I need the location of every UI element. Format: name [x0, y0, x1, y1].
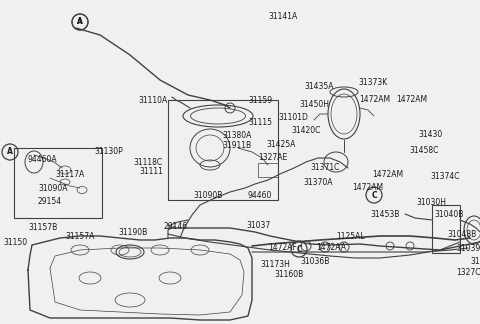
Text: 31173H: 31173H: [260, 260, 290, 269]
Text: 31141A: 31141A: [268, 12, 297, 21]
Text: 31090A: 31090A: [38, 184, 68, 193]
Text: 31420C: 31420C: [291, 126, 320, 135]
Text: 31090B: 31090B: [193, 191, 222, 200]
Text: 31130P: 31130P: [94, 147, 123, 156]
Text: 31048B: 31048B: [447, 230, 476, 239]
Text: 31030H: 31030H: [416, 198, 446, 207]
Text: 31040B: 31040B: [434, 210, 463, 219]
Text: 31160B: 31160B: [274, 270, 303, 279]
Text: 31458C: 31458C: [409, 146, 438, 155]
Text: 1472AM: 1472AM: [396, 95, 427, 104]
Text: 1472AM: 1472AM: [359, 95, 390, 104]
Text: 1327CB: 1327CB: [456, 268, 480, 277]
Text: 31036B: 31036B: [300, 257, 329, 266]
Text: A: A: [77, 17, 83, 27]
Text: 31157A: 31157A: [65, 232, 95, 241]
Text: 1472AM: 1472AM: [372, 170, 403, 179]
Text: 31425A: 31425A: [266, 140, 295, 149]
Text: A: A: [77, 19, 83, 25]
Text: 94460A: 94460A: [28, 155, 58, 164]
Text: 31037: 31037: [246, 221, 270, 230]
Text: 31117A: 31117A: [55, 170, 84, 179]
Bar: [258, 163, 278, 177]
Text: A: A: [7, 147, 13, 156]
Text: 31430: 31430: [418, 130, 442, 139]
Text: 31450H: 31450H: [299, 100, 329, 109]
Text: 31101D: 31101D: [278, 113, 308, 122]
Text: 94460: 94460: [248, 191, 272, 200]
Text: 31190B: 31190B: [118, 228, 147, 237]
Text: 31110A: 31110A: [139, 96, 168, 105]
Bar: [432, 205, 460, 253]
Text: 31115: 31115: [248, 118, 272, 127]
Text: 31370A: 31370A: [303, 178, 333, 187]
Text: 31380A: 31380A: [222, 131, 252, 140]
Text: 31911B: 31911B: [222, 141, 251, 150]
Text: 31157B: 31157B: [28, 223, 57, 232]
Text: 1472AM: 1472AM: [352, 183, 383, 192]
Text: 31453B: 31453B: [470, 257, 480, 266]
Text: 31371C: 31371C: [310, 163, 339, 172]
Text: 31118C: 31118C: [134, 158, 163, 167]
Text: 31435A: 31435A: [304, 82, 334, 91]
Text: 31159: 31159: [248, 96, 272, 105]
Text: 31373K: 31373K: [358, 78, 387, 87]
Text: 1472AA: 1472AA: [316, 243, 346, 252]
Text: 31453B: 31453B: [370, 210, 399, 219]
Text: 29154: 29154: [38, 197, 62, 206]
Text: 1125AL: 1125AL: [336, 232, 365, 241]
Text: C: C: [371, 191, 377, 200]
Text: 29146: 29146: [163, 222, 187, 231]
Text: 31111: 31111: [139, 167, 163, 176]
Bar: [168, 100, 278, 200]
Text: 1327AE: 1327AE: [258, 153, 287, 162]
Text: 31150: 31150: [3, 238, 27, 247]
Text: C: C: [296, 245, 302, 253]
Text: 1472AF: 1472AF: [268, 243, 297, 252]
Bar: [14, 148, 102, 218]
Text: 31374C: 31374C: [430, 172, 459, 181]
Text: 31039A: 31039A: [456, 244, 480, 253]
